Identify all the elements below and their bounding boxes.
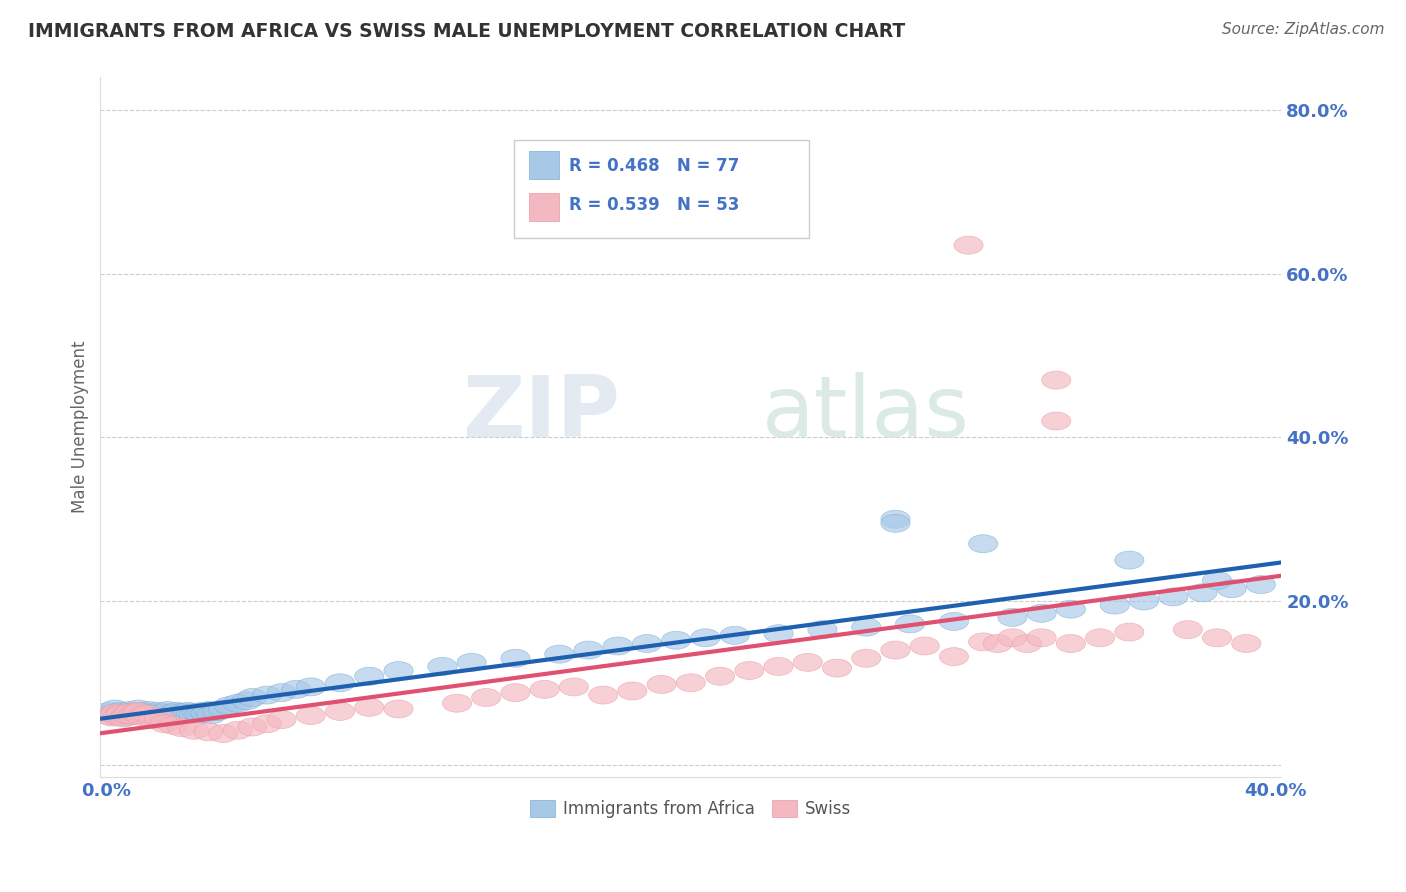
Bar — [529, 193, 558, 221]
Text: ZIP: ZIP — [463, 372, 620, 455]
Text: atlas: atlas — [762, 372, 970, 455]
Text: IMMIGRANTS FROM AFRICA VS SWISS MALE UNEMPLOYMENT CORRELATION CHART: IMMIGRANTS FROM AFRICA VS SWISS MALE UNE… — [28, 22, 905, 41]
Text: R = 0.468   N = 77: R = 0.468 N = 77 — [569, 157, 740, 175]
FancyBboxPatch shape — [513, 140, 808, 238]
Y-axis label: Male Unemployment: Male Unemployment — [72, 341, 89, 514]
Bar — [529, 151, 558, 179]
Text: R = 0.539   N = 53: R = 0.539 N = 53 — [569, 196, 740, 214]
Text: Source: ZipAtlas.com: Source: ZipAtlas.com — [1222, 22, 1385, 37]
Legend: Immigrants from Africa, Swiss: Immigrants from Africa, Swiss — [523, 793, 858, 824]
